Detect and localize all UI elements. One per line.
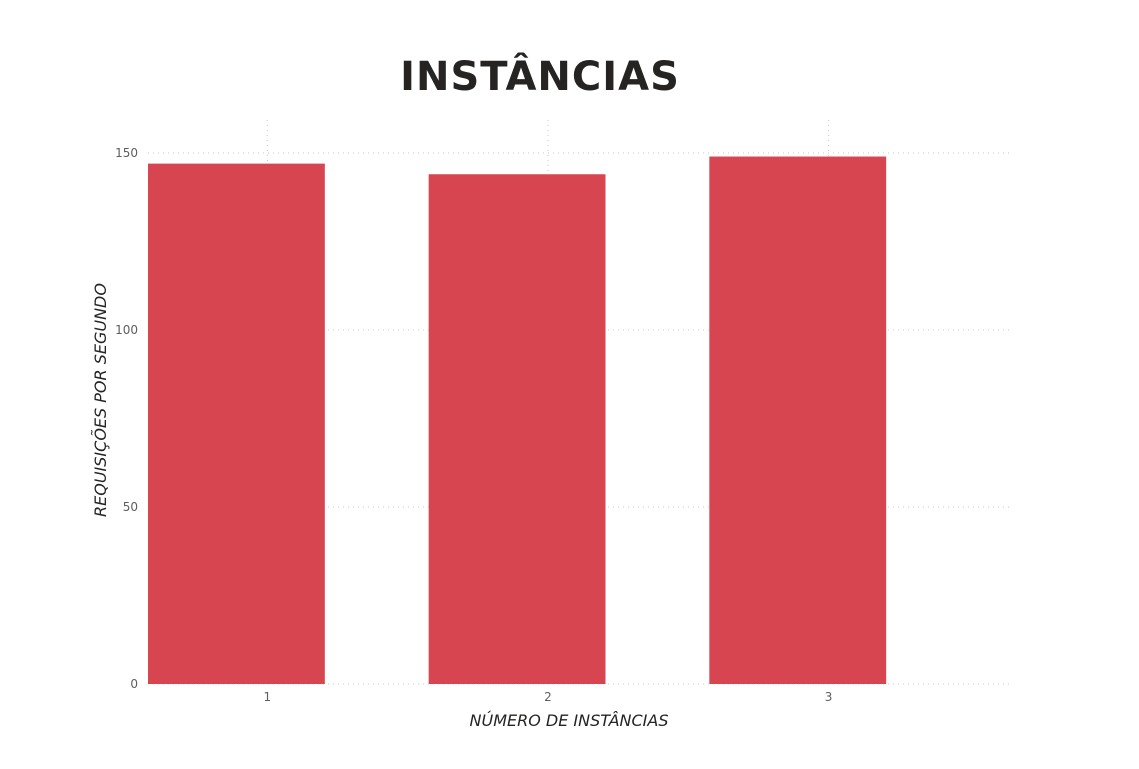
x-tick-label: 1	[263, 690, 271, 704]
bar[interactable]	[148, 163, 325, 684]
y-tick-label: 50	[123, 500, 138, 514]
y-tick-label: 150	[115, 146, 138, 160]
y-tick-label: 0	[130, 677, 138, 691]
x-tick-label: 2	[544, 690, 552, 704]
y-tick-label: 100	[115, 323, 138, 337]
y-axis-title: REQUISIÇÕES POR SEGUNDO	[91, 283, 110, 517]
bars	[148, 156, 887, 685]
bar[interactable]	[709, 156, 887, 685]
y-axis-ticks: 0 50 100 150	[115, 146, 138, 691]
bar[interactable]	[428, 174, 606, 685]
x-axis-ticks: 1 2 3	[263, 690, 832, 704]
x-tick-label: 3	[825, 690, 833, 704]
chart-title: INSTÂNCIAS	[400, 52, 680, 100]
x-axis-title: NÚMERO DE INSTÂNCIAS	[470, 711, 669, 730]
